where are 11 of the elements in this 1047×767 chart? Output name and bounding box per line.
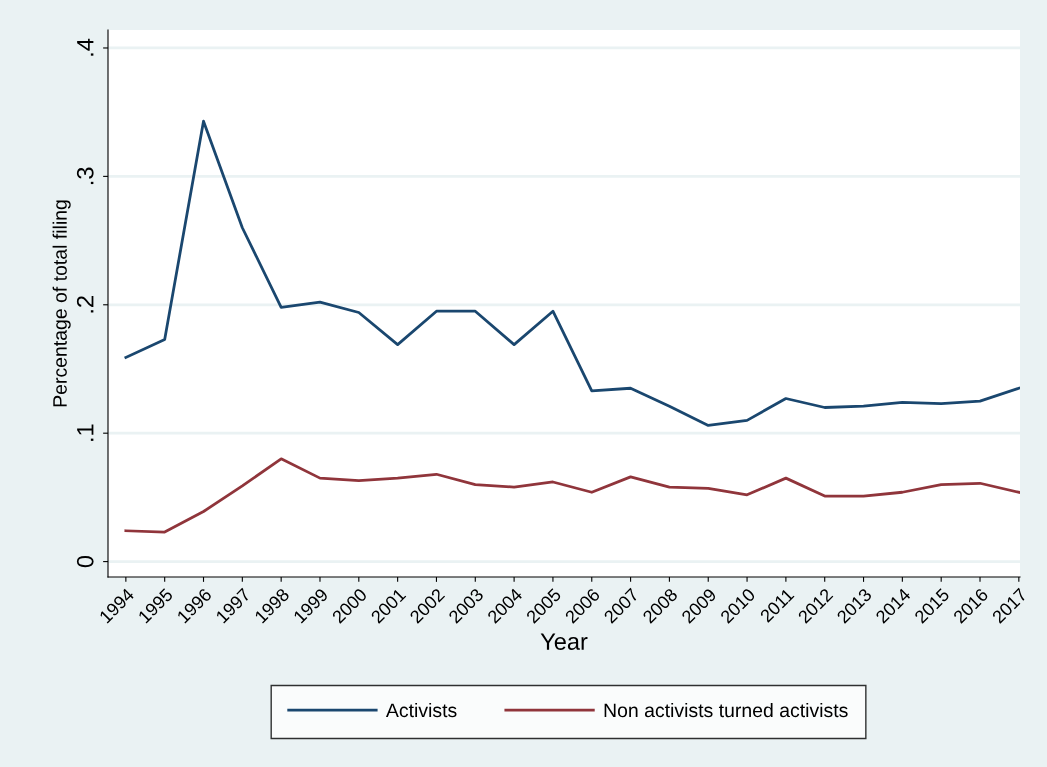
y-axis-title: Percentage of total filing [52, 200, 71, 407]
line-series [124, 119, 1020, 427]
legend-label: Non activists turned activists [604, 702, 848, 718]
y-tick-label: .2 [76, 296, 94, 313]
y-tick-label: .4 [77, 38, 94, 56]
legend-label: Activists [385, 702, 457, 718]
y-tick-label: 0 [76, 555, 94, 568]
x-axis-title: Year [540, 633, 588, 650]
line-series [124, 457, 1020, 534]
y-tick-label: .3 [76, 167, 94, 185]
y-tick-label: .1 [77, 424, 94, 441]
